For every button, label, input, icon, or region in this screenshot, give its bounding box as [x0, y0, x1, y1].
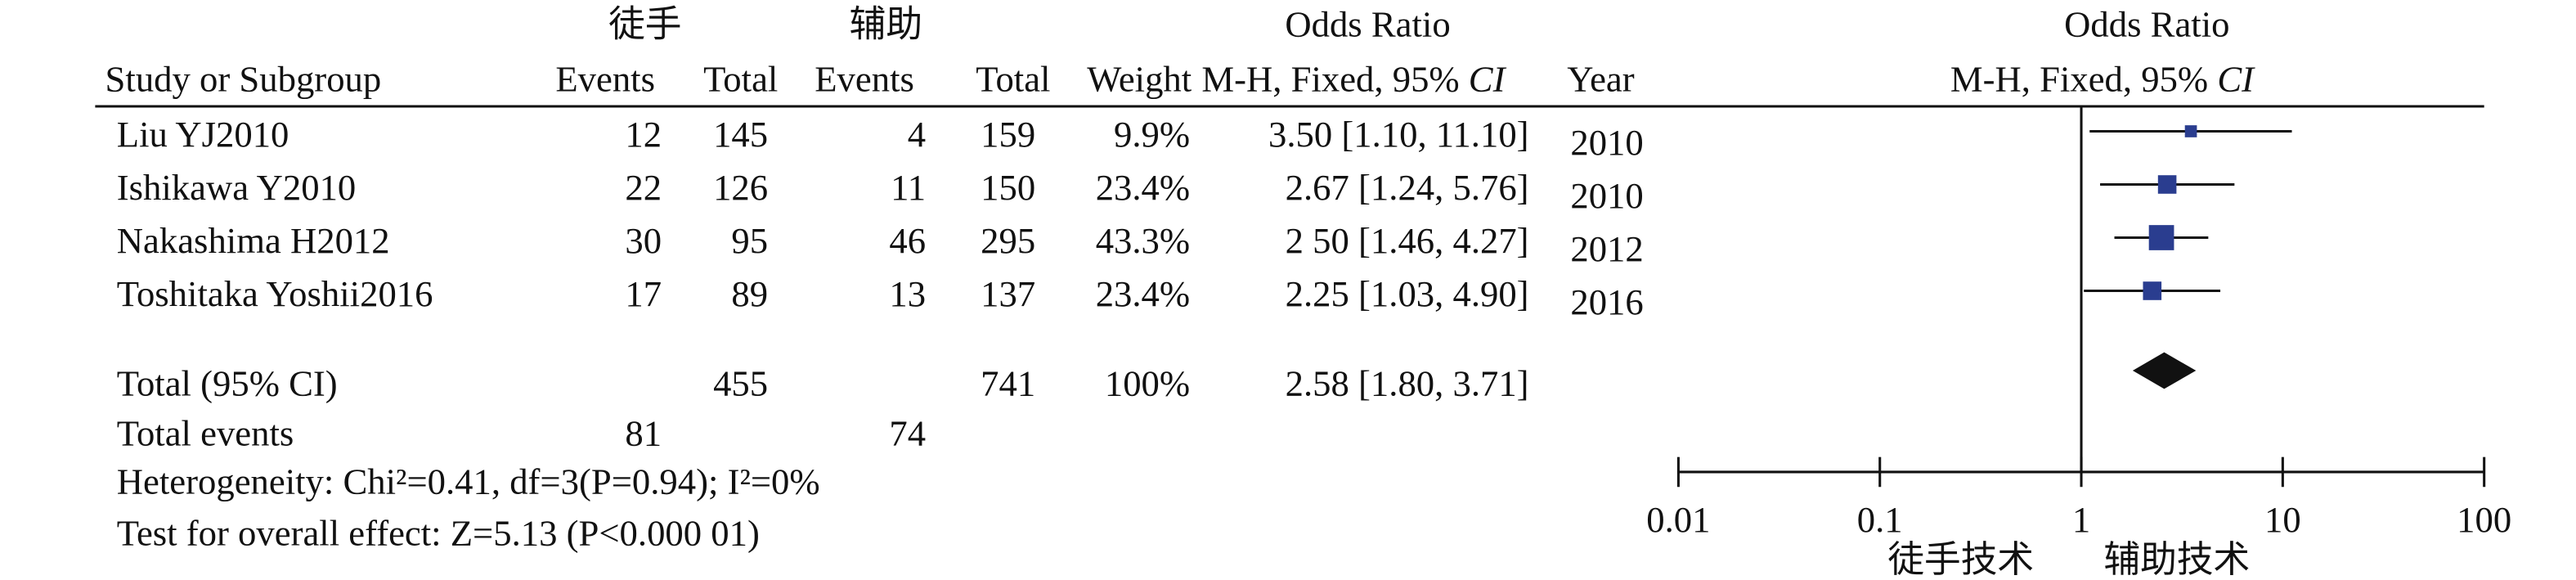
column-header: Events	[555, 59, 655, 100]
heterogeneity: Heterogeneity: Chi²=0.41, df=3(P=0.94); …	[117, 461, 820, 501]
events: 11	[891, 167, 926, 208]
total-diamond	[2132, 352, 2197, 389]
method: M-H, Fixed, 95%	[1950, 59, 2217, 100]
weight: 43.3%	[1096, 220, 1190, 261]
total: 150	[981, 167, 1035, 208]
weight: 100%	[1105, 363, 1190, 404]
column-header: Year	[1567, 59, 1634, 100]
total: 95	[731, 220, 768, 261]
group-label: 徒手	[608, 4, 681, 45]
x-tick-label: 0.01	[1646, 499, 1710, 540]
total: 137	[981, 273, 1035, 314]
total: 159	[981, 114, 1035, 155]
events: 30	[625, 220, 662, 261]
column-header: Total	[703, 59, 778, 100]
events: 81	[625, 412, 662, 453]
x-tick-label: 10	[2264, 499, 2301, 540]
events: 74	[889, 412, 926, 453]
table-title: Odds Ratio	[1285, 4, 1450, 45]
weight-square	[2157, 175, 2177, 194]
odds-ratio: 2.58 [1.80, 3.71]	[1286, 363, 1529, 404]
x-direction-label: 徒手技术	[1887, 539, 2034, 580]
method-ci: CI	[2217, 59, 2255, 100]
total: 295	[981, 220, 1035, 261]
odds-ratio: 2.67 [1.24, 5.76]	[1286, 167, 1529, 208]
x-tick-label: 0.1	[1857, 499, 1903, 540]
study-name: Ishikawa Y2010	[117, 167, 356, 208]
total: 455	[713, 363, 768, 404]
column-header: Weight	[1087, 59, 1192, 100]
events: 22	[625, 167, 662, 208]
year: 2016	[1570, 281, 1643, 322]
column-header: Total	[976, 59, 1050, 100]
total: 741	[981, 363, 1035, 404]
study-name: Nakashima H2012	[117, 220, 390, 261]
events: 12	[625, 114, 662, 155]
year: 2012	[1570, 228, 1643, 269]
events: 4	[908, 114, 926, 155]
total: 126	[713, 167, 768, 208]
events: 13	[889, 273, 926, 314]
events: 17	[625, 273, 662, 314]
plot-title: Odds Ratio	[2064, 4, 2229, 45]
weight: 23.4%	[1096, 167, 1190, 208]
weight-square	[2184, 125, 2197, 137]
weight: 9.9%	[1114, 114, 1190, 155]
study-name: Liu YJ2010	[117, 114, 289, 155]
total-name: Total (95% CI)	[117, 363, 338, 404]
method-ci: CI	[1469, 59, 1507, 100]
x-tick-label: 100	[2457, 499, 2511, 540]
odds-ratio: 3.50 [1.10, 11.10]	[1268, 114, 1529, 155]
total: 89	[731, 273, 768, 314]
odds-ratio: 2.25 [1.03, 4.90]	[1286, 273, 1529, 314]
x-tick-label: 1	[2072, 499, 2090, 540]
plot-header: M-H, Fixed, 95% CI	[1950, 59, 2255, 100]
events: 46	[889, 220, 926, 261]
column-header: Events	[815, 59, 914, 100]
year: 2010	[1570, 175, 1643, 216]
column-header: Study or Subgroup	[105, 59, 382, 100]
total: 145	[713, 114, 768, 155]
weight-square	[2143, 281, 2162, 300]
overall-effect: Test for overall effect: Z=5.13 (P<0.000…	[117, 512, 760, 553]
year: 2010	[1570, 122, 1643, 163]
study-name: Toshitaka Yoshii2016	[117, 273, 433, 314]
method: M-H, Fixed, 95%	[1201, 59, 1468, 100]
x-direction-label: 辅助技术	[2103, 539, 2250, 580]
group-label: 辅助	[850, 4, 922, 45]
weight: 23.4%	[1096, 273, 1190, 314]
total-events-label: Total events	[117, 412, 294, 453]
column-header: M-H, Fixed, 95% CI	[1201, 59, 1506, 100]
odds-ratio: 2 50 [1.46, 4.27]	[1286, 220, 1529, 261]
weight-square	[2148, 225, 2174, 250]
